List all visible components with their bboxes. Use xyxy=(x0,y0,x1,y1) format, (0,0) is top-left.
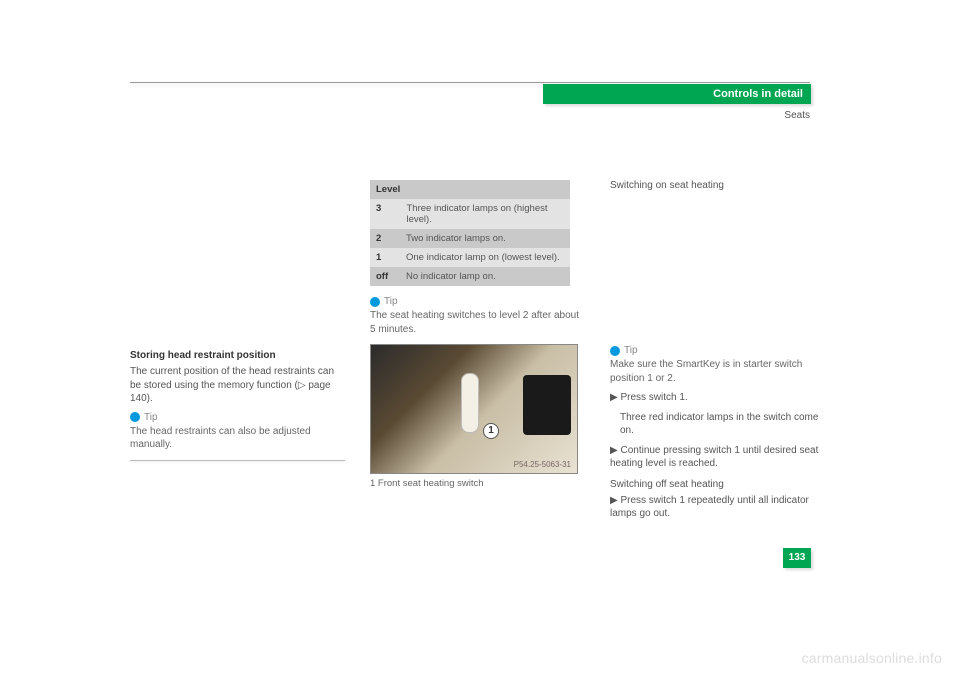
page-number-badge: 133 xyxy=(783,548,811,568)
col3-subhead: Switching on seat heating xyxy=(610,180,825,191)
col2-tip-label: Tip xyxy=(384,296,398,307)
info-icon xyxy=(610,346,620,356)
col3-para1: ▶ Press switch 1. xyxy=(610,391,825,405)
col1-para1: The current position of the head restrai… xyxy=(130,365,345,406)
table-row: 1 One indicator lamp on (lowest level). xyxy=(370,248,570,267)
level-desc: Three indicator lamps on (highest level)… xyxy=(400,199,570,229)
column-1: Storing head restraint position The curr… xyxy=(130,180,345,461)
table-row: 3 Three indicator lamps on (highest leve… xyxy=(370,199,570,229)
top-rule xyxy=(130,82,810,83)
info-icon xyxy=(130,412,140,422)
level-cell: 2 xyxy=(370,229,400,248)
col3-tip-line: Tip xyxy=(610,345,825,356)
col3-para4: ▶ Press switch 1 repeatedly until all in… xyxy=(610,494,825,521)
level-cell: off xyxy=(370,267,400,286)
col1-tip-label: Tip xyxy=(144,412,158,423)
level-desc: No indicator lamp on. xyxy=(400,267,570,286)
col2-tip-text: The seat heating switches to level 2 aft… xyxy=(370,309,585,336)
level-cell: 1 xyxy=(370,248,400,267)
page-number: 133 xyxy=(789,552,806,563)
table-row: off No indicator lamp on. xyxy=(370,267,570,286)
col1-divider xyxy=(130,460,345,461)
photo-callout-1: 1 xyxy=(483,423,499,439)
subsection-label: Seats xyxy=(130,110,810,121)
table-row: 2 Two indicator lamps on. xyxy=(370,229,570,248)
col3-tip-text: Make sure the SmartKey is in starter swi… xyxy=(610,358,825,385)
level-table-header: Level xyxy=(370,180,570,199)
col1-tip-text: The head restraints can also be adjusted… xyxy=(130,425,345,452)
photo-caption: 1 Front seat heating switch xyxy=(370,478,585,489)
col3-subhead2: Switching off seat heating xyxy=(610,479,825,490)
level-cell: 3 xyxy=(370,199,400,229)
col1-tip-line: Tip xyxy=(130,412,345,423)
gear-lever-graphic xyxy=(461,373,479,433)
col1-heading: Storing head restraint position xyxy=(130,350,345,361)
watermark-text: carmanualsonline.info xyxy=(802,650,942,666)
section-header-bar: Controls in detail xyxy=(543,84,811,104)
col2-tip-line: Tip xyxy=(370,296,585,307)
level-table: Level 3 Three indicator lamps on (highes… xyxy=(370,180,570,286)
level-desc: One indicator lamp on (lowest level). xyxy=(400,248,570,267)
column-3: Switching on seat heating Tip Make sure … xyxy=(610,180,825,527)
photo-code: P54.25-5063-31 xyxy=(514,460,571,469)
col3-para2: Three red indicator lamps in the switch … xyxy=(610,411,825,438)
info-icon xyxy=(370,297,380,307)
seat-heat-icon xyxy=(533,409,563,431)
col3-tip-label: Tip xyxy=(624,345,638,356)
seat-heat-icon xyxy=(533,381,563,403)
col3-para3: ▶ Continue pressing switch 1 until desir… xyxy=(610,444,825,471)
column-2: Level 3 Three indicator lamps on (highes… xyxy=(370,180,585,489)
seat-heating-photo: 1 P54.25-5063-31 xyxy=(370,344,578,474)
section-header-title: Controls in detail xyxy=(713,88,803,100)
level-desc: Two indicator lamps on. xyxy=(400,229,570,248)
